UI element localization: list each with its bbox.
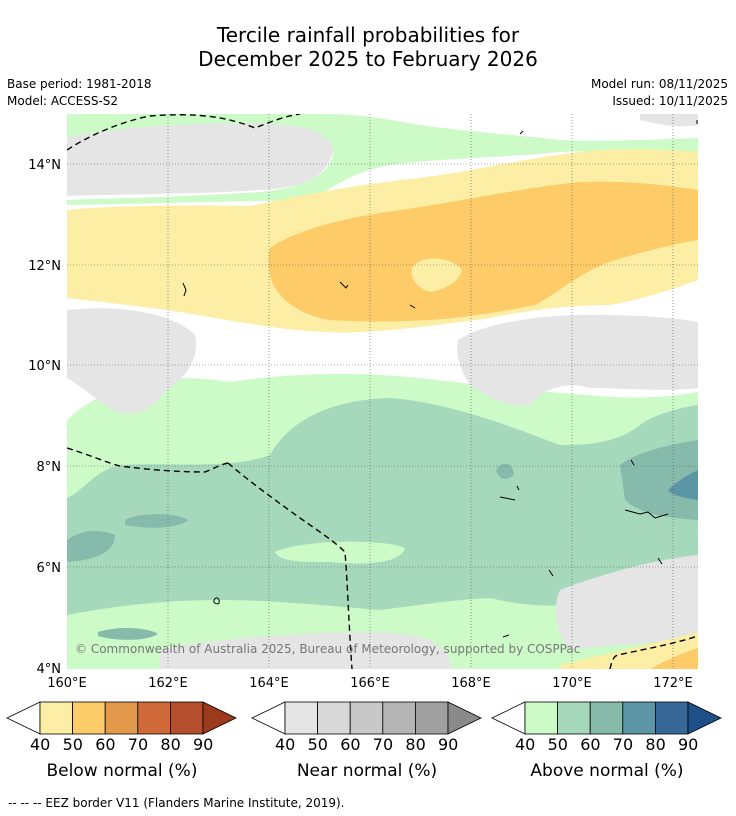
lon-label: 164°E [249,676,289,691]
below-normal-40-hole [411,258,462,292]
above-normal-colorbar [491,701,722,735]
above-normal-colorbar-segment [622,701,656,735]
lon-label: 162°E [148,676,188,691]
above-normal-tick-label: 60 [580,735,601,754]
near-normal-region-east [457,314,698,406]
lon-label: 168°E [451,676,491,691]
eez-border-middle [227,462,353,669]
below-normal-region-southeast [560,632,698,669]
near-normal-region-northwest [67,121,334,196]
near-normal-tick-label: 70 [372,735,394,754]
near-normal-tick-label: 40 [275,735,296,754]
title-line-2: December 2025 to February 2026 [198,47,538,71]
lat-gridlines [67,163,698,568]
lat-label: 10°N [28,359,61,374]
above-normal-50-region [67,398,698,615]
below-normal-tick-label: 90 [193,735,214,754]
lon-label: 172°E [653,676,693,691]
eez-borders [67,114,698,669]
near-normal-label: Near normal (%) [296,761,438,781]
above-normal-tick-label: 40 [515,735,536,754]
lat-label: 14°N [28,158,61,173]
above-normal-tick-label: 80 [645,735,666,754]
above-normal-colorbar-segment [655,701,689,735]
above-normal-60-spot-south [98,627,158,640]
above-normal-tick-label: 50 [547,735,568,754]
below-normal-tick-label: 40 [30,735,51,754]
above-normal-40-hole [275,541,405,564]
lon-label: 160°E [47,676,87,691]
below-normal-colorbar [6,701,237,735]
below-normal-50-southeast [650,648,698,669]
near-normal-colorbar-low-extension [251,701,286,735]
below-normal-colorbar-segment [72,701,106,735]
copyright-text: © Commonwealth of Australia 2025, Bureau… [75,642,580,656]
lon-gridlines [167,114,674,669]
above-normal-70-spot-east [668,470,698,500]
base-period: Base period: 1981-2018 [7,77,152,91]
above-normal-tick-label: 90 [678,735,699,754]
lon-label: 170°E [552,676,592,691]
map-fields: © Commonwealth of Australia 2025, Bureau… [67,114,698,669]
below-normal-tick-label: 70 [127,735,149,754]
above-normal-colorbar-low-extension [491,701,526,735]
near-normal-colorbar-segment [284,701,318,735]
eez-border-southeast [609,635,698,669]
near-normal-colorbar-high-extension [447,701,482,735]
near-normal-tick-label: 90 [438,735,459,754]
below-normal-colorbar-high-extension [202,701,237,735]
below-normal-tick-label: 60 [95,735,116,754]
above-normal-tick-label: 70 [612,735,634,754]
above-normal-colorbar-segment [589,701,624,735]
below-normal-tick-label: 50 [62,735,83,754]
near-normal-tick-label: 50 [307,735,328,754]
below-normal-colorbar-segment [169,701,204,735]
near-normal-colorbar-segment [414,701,449,735]
below-normal-colorbar-segment [137,701,171,735]
colorbars [6,701,722,735]
near-normal-colorbar-segment [349,701,384,735]
above-normal-60-spot-mid [125,514,188,528]
below-normal-tick-label: 80 [160,735,181,754]
above-normal-60-spot-east [620,440,698,520]
title-line-1: Tercile rainfall probabilities for [216,23,520,47]
above-normal-60-spot-small [496,463,514,479]
lon-axis: 160°E 162°E 164°E 166°E 168°E 170°E 172°… [47,676,693,691]
lat-label: 8°N [37,460,62,475]
near-normal-tick-label: 60 [340,735,361,754]
footnote: -- -- -- EEZ border V11 (Flanders Marine… [8,796,345,810]
near-normal-tick-label: 80 [405,735,426,754]
near-normal-colorbar [251,701,482,735]
below-normal-colorbar-segment [39,701,73,735]
model-name: Model: ACCESS-S2 [7,94,119,108]
lat-axis: 14°N 12°N 10°N 8°N 6°N 4°N [28,158,61,677]
near-normal-region-west [67,308,196,414]
eez-border-west [67,447,229,473]
near-normal-region-southeast [555,555,698,650]
above-normal-label: Above normal (%) [530,761,684,781]
near-normal-colorbar-segment [317,701,351,735]
lat-label: 12°N [28,259,61,274]
near-normal-region-northeast [640,114,698,127]
lat-label: 4°N [37,662,62,677]
issued-date: Issued: 10/11/2025 [612,94,728,108]
above-normal-colorbar-high-extension [687,701,722,735]
eez-border-north [67,114,301,151]
below-normal-50-band [268,181,698,322]
lat-label: 6°N [37,561,62,576]
below-normal-label: Below normal (%) [46,761,198,781]
near-normal-colorbar-segment [382,701,416,735]
near-normal-region-south [160,632,452,669]
below-normal-colorbar-low-extension [6,701,41,735]
above-normal-60-spot-west [67,530,115,562]
islands [182,120,698,638]
below-normal-colorbar-segment [104,701,139,735]
model-run: Model run: 08/11/2025 [590,77,728,91]
lon-label: 166°E [350,676,390,691]
above-normal-region-north [67,114,698,205]
above-normal-colorbar-segment [557,701,591,735]
above-normal-colorbar-segment [524,701,558,735]
